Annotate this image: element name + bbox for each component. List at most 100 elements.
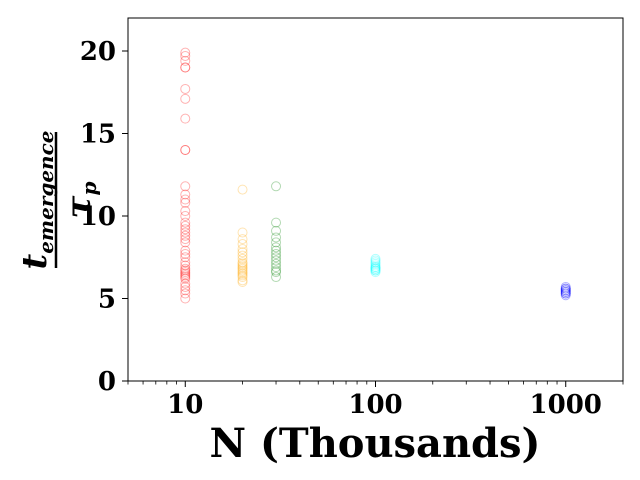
data-point-s1-4: [237, 244, 248, 254]
data-point-s2-12: [271, 265, 282, 276]
y-label-numerator: t: [15, 254, 55, 270]
x-tick-label: 10: [167, 390, 203, 420]
data-point-s0-11: [180, 189, 191, 200]
data-point-s0-3: [180, 62, 191, 73]
data-point-s1-13: [237, 265, 248, 276]
data-point-s0-31: [180, 268, 191, 279]
y-tick-label: 5: [98, 285, 116, 315]
y-label-numerator-subscript: emergence: [34, 130, 58, 253]
data-point-s0-15: [180, 211, 191, 221]
data-point-s3-10: [370, 265, 381, 276]
data-point-s1-7: [237, 253, 248, 264]
data-point-s4-5: [560, 286, 571, 297]
data-point-s0-30: [180, 267, 191, 278]
data-point-s1-18: [237, 275, 248, 286]
data-point-s4-7: [560, 288, 571, 299]
y-tick-label: 20: [80, 37, 116, 67]
data-point-s0-22: [180, 237, 191, 248]
data-point-s0-32: [180, 270, 191, 281]
data-point-s1-2: [237, 234, 248, 245]
data-point-s2-8: [271, 252, 282, 263]
x-tick-label: 100: [348, 390, 402, 420]
data-point-s0-0: [180, 47, 191, 58]
data-point-s2-11: [271, 262, 282, 273]
data-point-s4-1: [560, 283, 571, 294]
data-point-s0-28: [180, 263, 191, 274]
y-label-denominator-subscript: p: [77, 182, 101, 196]
data-point-s3-1: [370, 255, 381, 266]
data-point-s2-5: [271, 242, 282, 253]
data-point-s2-6: [271, 245, 282, 256]
data-point-s0-6: [180, 93, 191, 104]
data-point-s1-19: [237, 277, 248, 287]
data-point-s1-14: [237, 267, 248, 278]
data-point-s3-9: [370, 265, 381, 276]
data-point-s2-13: [271, 267, 282, 278]
x-axis: 10 100 1000: [127, 381, 624, 420]
data-point-s1-0: [237, 184, 248, 195]
data-point-s1-5: [237, 247, 248, 258]
y-axis: 0 5 10 15 20: [80, 37, 128, 397]
y-label-denominator: τ: [59, 195, 99, 218]
data-point-s0-13: [180, 197, 191, 208]
data-point-s0-27: [180, 260, 191, 271]
data-point-s1-10: [237, 260, 248, 271]
data-point-s0-18: [180, 224, 191, 235]
data-point-s0-10: [180, 181, 191, 192]
data-point-s0-16: [180, 217, 191, 228]
data-point-s0-19: [180, 227, 191, 238]
x-axis-label: N (Thousands): [210, 420, 541, 467]
data-point-s1-16: [237, 270, 248, 281]
data-point-s0-12: [180, 194, 191, 205]
y-tick-label: 10: [80, 202, 116, 232]
svg-text:temergence: temergence: [15, 130, 58, 269]
data-point-s0-24: [180, 248, 191, 259]
data-point-s3-6: [370, 262, 381, 273]
data-point-s1-15: [237, 268, 248, 279]
data-point-s2-4: [271, 237, 282, 248]
data-point-s3-8: [370, 263, 381, 274]
data-point-s4-8: [560, 288, 571, 299]
data-point-s1-12: [237, 263, 248, 274]
data-point-s1-17: [237, 272, 248, 283]
data-point-s2-10: [271, 258, 282, 269]
data-point-s2-7: [271, 248, 282, 259]
data-point-s1-11: [237, 262, 248, 273]
data-point-s3-2: [370, 257, 381, 268]
data-point-s4-6: [560, 286, 571, 297]
svg-text:τp: τp: [59, 182, 101, 219]
data-point-s0-4: [180, 62, 191, 73]
plot-frame: [127, 17, 624, 382]
data-point-s0-17: [180, 220, 191, 231]
y-axis-label: temergence τp: [15, 130, 101, 269]
data-point-s4-2: [560, 283, 571, 294]
data-point-s1-1: [237, 227, 248, 238]
data-point-s2-1: [271, 217, 282, 228]
data-point-s0-34: [180, 273, 191, 284]
data-point-s0-39: [180, 293, 191, 304]
data-point-s3-5: [370, 262, 381, 273]
data-point-s0-21: [180, 234, 191, 245]
data-point-s4-9: [560, 290, 571, 301]
data-point-s0-29: [180, 265, 191, 276]
x-tick-label: 1000: [530, 390, 602, 420]
data-point-s0-2: [180, 55, 191, 66]
data-point-s1-9: [237, 258, 248, 269]
data-point-s4-4: [560, 285, 571, 296]
data-point-s3-7: [370, 263, 381, 274]
data-point-s1-3: [237, 239, 248, 250]
data-point-s3-4: [370, 260, 381, 271]
data-point-s4-3: [560, 285, 571, 296]
data-point-s0-9: [180, 145, 191, 155]
data-point-s0-35: [180, 278, 191, 289]
data-point-s1-6: [237, 250, 248, 261]
data-point-s1-8: [237, 257, 248, 268]
data-point-s2-14: [271, 272, 282, 283]
data-point-s0-14: [180, 206, 191, 217]
data-point-s0-20: [180, 230, 191, 241]
data-point-s3-11: [370, 267, 381, 278]
data-point-s2-3: [271, 232, 282, 243]
data-point-s0-36: [180, 281, 191, 292]
data-point-s3-3: [370, 258, 381, 269]
